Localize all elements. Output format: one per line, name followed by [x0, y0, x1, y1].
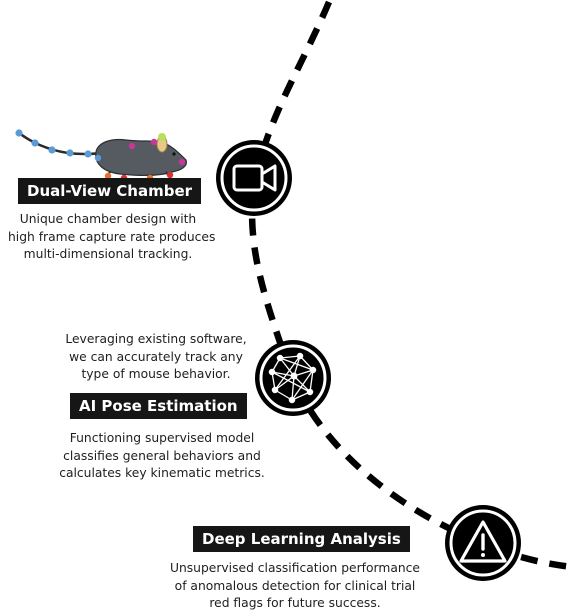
mouse-tail [17, 131, 107, 156]
description-line: red flags for future success. [209, 596, 381, 611]
intro-line: type of mouse behavior. [81, 367, 231, 382]
stage-title-pose: AI Pose Estimation [70, 393, 247, 419]
tail-keypoint [31, 139, 39, 147]
stage-description-pose: Functioning supervised model classifies … [44, 430, 280, 483]
keypoint [166, 171, 174, 179]
mouse-eye [172, 152, 176, 156]
tail-keypoint [15, 129, 23, 137]
tail-keypoints [15, 129, 92, 158]
ear-marker [158, 133, 166, 141]
video-camera-icon [232, 164, 277, 192]
keypoint [94, 154, 102, 162]
stage-title-dual-view: Dual-View Chamber [18, 178, 202, 204]
timeline-dashed-path [248, 0, 573, 571]
mouse-illustration [15, 129, 187, 182]
description-line: Unsupervised classification performance [169, 561, 420, 575]
intro-line: Leveraging existing software, [65, 332, 247, 346]
description-line: classifies general behaviors and [63, 448, 261, 463]
description-line: of anomalous detection for clinical tria… [174, 578, 416, 593]
description-line: high frame capture rate produces [8, 229, 216, 244]
keypoint [128, 142, 136, 150]
node-dual-view [216, 140, 292, 216]
stage-intro-pose: Leveraging existing software, we can acc… [48, 331, 264, 384]
node-deep-learning [445, 505, 521, 581]
tail-keypoint [66, 149, 74, 157]
tail-keypoint [84, 150, 92, 158]
description-line: Functioning supervised model [69, 431, 255, 445]
mouse-body [95, 138, 187, 176]
keypoint [178, 158, 186, 166]
keypoint [104, 172, 112, 180]
tail-keypoint [48, 146, 56, 154]
description-line: Unique chamber design with [19, 212, 197, 226]
node-pose-estimation [255, 340, 331, 416]
intro-line: we can accurately track any [69, 349, 243, 364]
description-line: multi-dimensional tracking. [23, 247, 193, 262]
stage-description-dual-view: Unique chamber design with high frame ca… [8, 211, 216, 264]
stage-title-deep-learning: Deep Learning Analysis [193, 526, 410, 552]
stage-description-deep-learning: Unsupervised classification performance … [152, 560, 438, 613]
keypoint [150, 138, 158, 146]
description-line: calculates key kinematic metrics. [59, 466, 265, 481]
neural-network-icon [268, 352, 317, 404]
warning-triangle-icon [459, 520, 507, 563]
